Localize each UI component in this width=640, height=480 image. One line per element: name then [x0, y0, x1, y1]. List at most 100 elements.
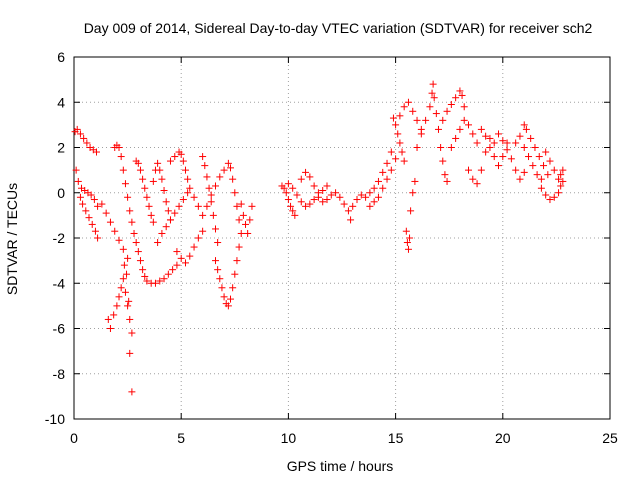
data-point-marker [106, 218, 114, 226]
data-point-marker [173, 261, 181, 269]
data-point-marker [413, 144, 421, 151]
y-tick-label: -2 [53, 230, 66, 246]
data-point-marker [130, 229, 138, 237]
data-point-marker [409, 107, 417, 115]
data-point-marker [175, 202, 183, 210]
data-point-marker [115, 144, 123, 151]
data-point-marker [432, 110, 440, 118]
data-point-marker [486, 134, 494, 142]
data-point-marker [233, 202, 241, 210]
data-point-marker [149, 177, 157, 185]
data-point-marker [184, 189, 192, 197]
data-point-marker [181, 166, 189, 174]
data-point-marker [550, 193, 558, 201]
data-point-marker [314, 193, 322, 201]
data-point-marker [349, 202, 357, 210]
y-tick-label: -4 [53, 275, 66, 291]
data-point-marker [546, 157, 554, 165]
data-point-marker [110, 311, 118, 319]
data-point-marker [82, 207, 90, 215]
y-tick-label: -8 [53, 366, 66, 382]
data-point-marker [482, 148, 490, 156]
data-point-marker [125, 297, 133, 305]
data-point-marker [430, 94, 438, 102]
data-point-marker [74, 177, 82, 185]
data-point-marker [246, 216, 254, 224]
data-point-marker [302, 202, 310, 210]
data-point-marker [147, 211, 155, 219]
data-point-marker [237, 229, 245, 237]
data-point-marker [306, 173, 314, 181]
data-point-marker [83, 139, 91, 147]
data-point-marker [115, 236, 123, 244]
data-point-marker [319, 186, 327, 194]
data-point-marker [374, 193, 382, 201]
data-point-marker [207, 191, 215, 199]
data-point-marker [113, 302, 121, 310]
data-point-marker [406, 234, 414, 242]
data-point-marker [134, 159, 142, 167]
data-point-marker [91, 227, 99, 235]
data-point-marker [242, 220, 250, 228]
data-point-marker [537, 184, 545, 192]
data-point-marker [302, 168, 310, 176]
data-point-marker [297, 198, 305, 206]
data-point-marker [291, 211, 299, 219]
y-tick-label: -6 [53, 321, 66, 337]
data-point-marker [550, 166, 558, 174]
data-point-marker [136, 166, 144, 174]
data-point-marker [124, 302, 132, 310]
data-point-marker [443, 107, 451, 115]
data-point-marker [387, 148, 395, 156]
data-point-marker [220, 293, 228, 301]
data-point-marker [237, 200, 245, 208]
data-point-marker [214, 266, 222, 274]
data-point-marker [179, 196, 187, 204]
data-point-marker [344, 207, 352, 215]
y-tick-label: 6 [57, 49, 65, 65]
data-point-marker [199, 227, 207, 235]
data-point-marker [149, 218, 157, 226]
data-point-marker [173, 248, 181, 256]
y-tick-label: 4 [57, 94, 65, 110]
data-point-marker [473, 180, 481, 188]
data-point-marker [289, 207, 297, 215]
data-point-marker [398, 148, 406, 156]
data-point-marker [205, 184, 213, 192]
data-point-marker [482, 132, 490, 140]
data-point-marker [80, 134, 88, 142]
data-point-marker [177, 254, 185, 262]
data-point-marker [134, 248, 142, 256]
data-point-marker [141, 272, 149, 280]
data-point-marker [119, 166, 127, 174]
data-point-marker [357, 191, 365, 199]
data-point-marker [227, 164, 235, 172]
data-point-marker [512, 139, 520, 147]
data-point-marker [156, 277, 164, 285]
data-point-marker [402, 227, 410, 235]
data-point-marker [88, 220, 96, 228]
data-point-marker [169, 266, 177, 274]
data-point-marker [477, 166, 485, 174]
data-point-marker [214, 239, 222, 247]
axis-ticks: 0 5 10 15 20 25 -10 -8 -6 -4 -2 0 2 4 6 [45, 49, 618, 446]
data-point-marker [557, 171, 565, 179]
data-point-marker [383, 175, 391, 183]
data-point-marker [143, 277, 151, 285]
data-point-marker [559, 166, 567, 174]
data-point-marker [117, 284, 125, 292]
data-point-marker [544, 171, 552, 179]
data-point-marker [531, 144, 539, 151]
x-tick-label: 10 [281, 430, 297, 446]
data-point-marker [557, 182, 565, 190]
data-point-marker [503, 146, 511, 154]
data-point-marker [413, 116, 421, 124]
data-point-marker [106, 325, 114, 332]
data-point-marker [231, 270, 239, 278]
y-tick-label: -10 [45, 411, 65, 427]
data-point-marker [542, 148, 550, 156]
data-point-marker [166, 157, 174, 165]
data-point-marker [139, 266, 147, 274]
data-point-marker [212, 182, 220, 190]
data-point-marker [162, 198, 170, 206]
